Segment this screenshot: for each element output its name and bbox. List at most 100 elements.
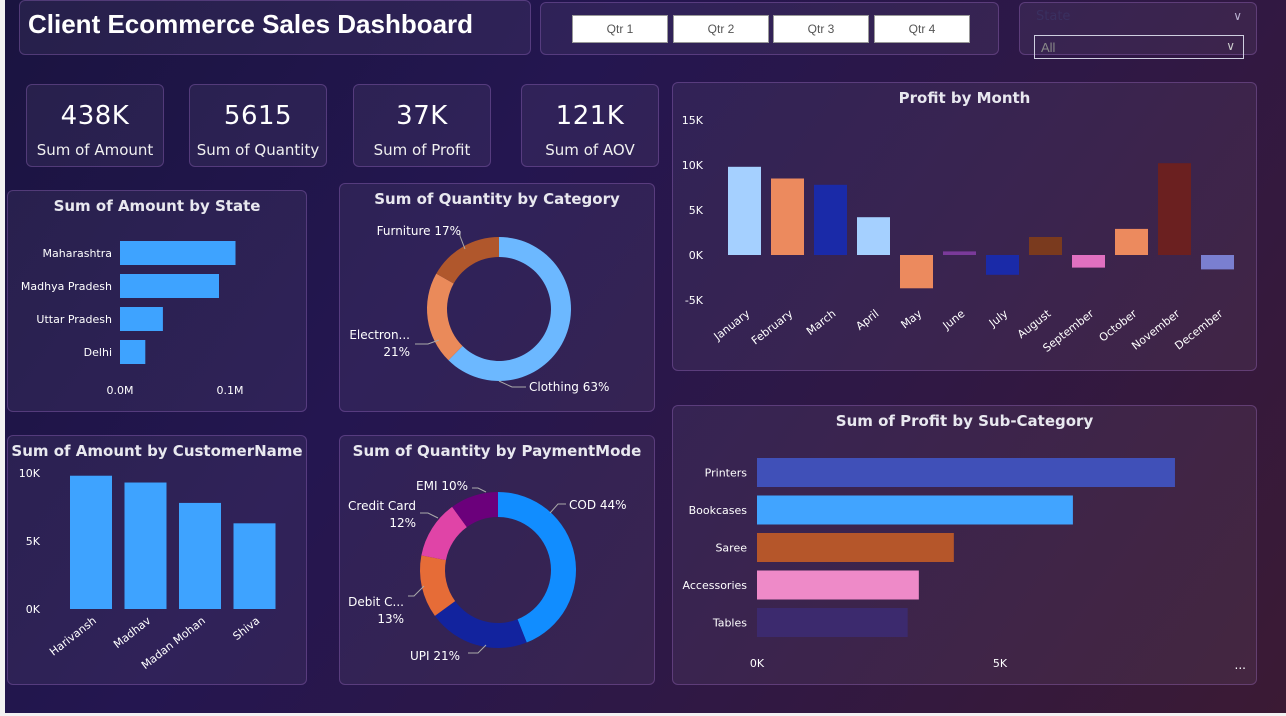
kpi-card-aov: 121K Sum of AOV <box>521 84 659 167</box>
x-tick-label: 0K <box>750 657 765 670</box>
bar <box>1072 255 1105 268</box>
bar <box>120 241 236 265</box>
bar <box>120 340 146 364</box>
slice-label: UPI 21% <box>410 649 460 663</box>
state-dropdown-value: All <box>1041 40 1056 55</box>
chart-panel-category: Sum of Quantity by Category Clothing 63%… <box>339 183 655 412</box>
kpi-value: 438K <box>60 101 130 131</box>
subcategory-bar-chart: Printers Bookcases Saree Accessories Tables 0… <box>683 458 1175 670</box>
chart-panel-month: Profit by Month 15K 10K 5K 0K -5K January Febr… <box>672 82 1257 371</box>
slice-label: Electron... <box>349 328 410 342</box>
slice <box>421 506 467 561</box>
title-panel: Client Ecommerce Sales Dashboard <box>19 0 531 55</box>
bar <box>986 255 1019 275</box>
bar <box>757 458 1175 487</box>
chart-panel-subcategory: Sum of Profit by Sub-Category Printers Bo… <box>672 405 1257 685</box>
y-tick-label: 0K <box>26 603 41 616</box>
x-tick-label: June <box>940 307 968 333</box>
kpi-label: Sum of Amount <box>36 141 154 159</box>
y-tick-label: Uttar Pradesh <box>36 313 112 326</box>
leader-line <box>468 644 487 654</box>
bar <box>120 307 163 331</box>
more-options-icon[interactable]: ... <box>1234 658 1246 672</box>
leader-line <box>472 487 487 493</box>
x-tick-label: August <box>1015 307 1054 341</box>
y-tick-label: 15K <box>682 114 704 127</box>
leader-line <box>459 231 466 250</box>
chart-title: Sum of Amount by State <box>53 197 261 215</box>
bar <box>120 274 219 298</box>
leader-line <box>420 512 439 519</box>
leader-line <box>498 380 526 388</box>
quarter-button-1[interactable]: Qtr 1 <box>572 15 668 43</box>
chart-title: Sum of Quantity by PaymentMode <box>352 442 642 460</box>
slice <box>420 555 456 616</box>
y-tick-label: Saree <box>715 542 747 555</box>
x-tick-label: March <box>804 307 838 338</box>
y-tick-label: Printers <box>705 467 748 480</box>
x-tick-label: December <box>1172 307 1225 353</box>
chart-title: Sum of Amount by CustomerName <box>11 442 303 460</box>
bar <box>771 178 804 255</box>
bar <box>1115 228 1148 255</box>
bar <box>757 495 1073 525</box>
bar <box>757 570 919 600</box>
window-edge <box>0 713 1286 716</box>
chart-title: Profit by Month <box>898 89 1031 107</box>
bar <box>1201 255 1234 270</box>
slice <box>452 492 498 528</box>
slice-label: Debit C... <box>348 595 404 609</box>
kpi-value: 5615 <box>223 101 293 131</box>
x-tick-label: May <box>898 307 924 332</box>
payment-donut-chart: COD 44% UPI 21% Debit C... 13% Credit Card 12… <box>348 479 627 663</box>
slice <box>498 492 577 643</box>
y-tick-label: 10K <box>19 467 41 480</box>
leader-line <box>415 339 440 345</box>
bar <box>728 166 761 255</box>
y-tick-label: Maharashtra <box>43 247 113 260</box>
state-slicer-label: State <box>1036 9 1071 24</box>
state-slicer: State ∨ All ∨ <box>1019 2 1257 59</box>
x-tick-label: 0.1M <box>217 384 244 397</box>
x-tick-label: February <box>749 307 796 348</box>
slice <box>427 273 463 361</box>
kpi-card-quantity: 5615 Sum of Quantity <box>189 84 327 167</box>
y-tick-label: Tables <box>712 617 747 630</box>
quarter-button-3[interactable]: Qtr 3 <box>773 15 869 43</box>
bar <box>1029 237 1062 255</box>
x-tick-label: January <box>711 307 753 344</box>
bar <box>900 255 933 289</box>
slice-label: 21% <box>383 345 410 359</box>
y-tick-label: 5K <box>689 204 704 217</box>
state-dropdown[interactable]: All ∨ <box>1034 35 1244 59</box>
kpi-card-amount: 438K Sum of Amount <box>26 84 164 167</box>
slice-label: 12% <box>389 516 416 530</box>
chevron-down-icon: ∨ <box>1226 39 1235 53</box>
y-tick-label: Bookcases <box>689 504 748 517</box>
x-tick-label: 0.0M <box>107 384 134 397</box>
chart-panel-payment: Sum of Quantity by PaymentMode COD 44% UP… <box>339 435 655 685</box>
y-tick-label: 10K <box>682 159 704 172</box>
kpi-value: 121K <box>555 101 625 131</box>
quarter-button-4[interactable]: Qtr 4 <box>874 15 970 43</box>
bar <box>124 482 167 609</box>
slice <box>448 237 571 381</box>
kpi-card-profit: 37K Sum of Profit <box>353 84 491 167</box>
slice <box>436 237 499 284</box>
y-tick-label: -5K <box>685 294 704 307</box>
x-tick-label: Harivansh <box>47 614 99 658</box>
chart-title: Sum of Profit by Sub-Category <box>835 412 1094 430</box>
y-tick-label: Accessories <box>683 579 748 592</box>
quarter-button-2[interactable]: Qtr 2 <box>673 15 769 43</box>
chart-panel-customer: Sum of Amount by CustomerName 10K 5K 0K Har… <box>7 435 307 685</box>
slice-label: COD 44% <box>569 498 627 512</box>
slice-label: Credit Card <box>348 499 416 513</box>
chevron-down-icon[interactable]: ∨ <box>1233 9 1242 23</box>
y-tick-label: 5K <box>26 535 41 548</box>
bar <box>179 502 221 609</box>
slice-label: Furniture 17% <box>377 224 461 238</box>
slice <box>434 601 527 648</box>
x-tick-label: 5K <box>993 657 1008 670</box>
